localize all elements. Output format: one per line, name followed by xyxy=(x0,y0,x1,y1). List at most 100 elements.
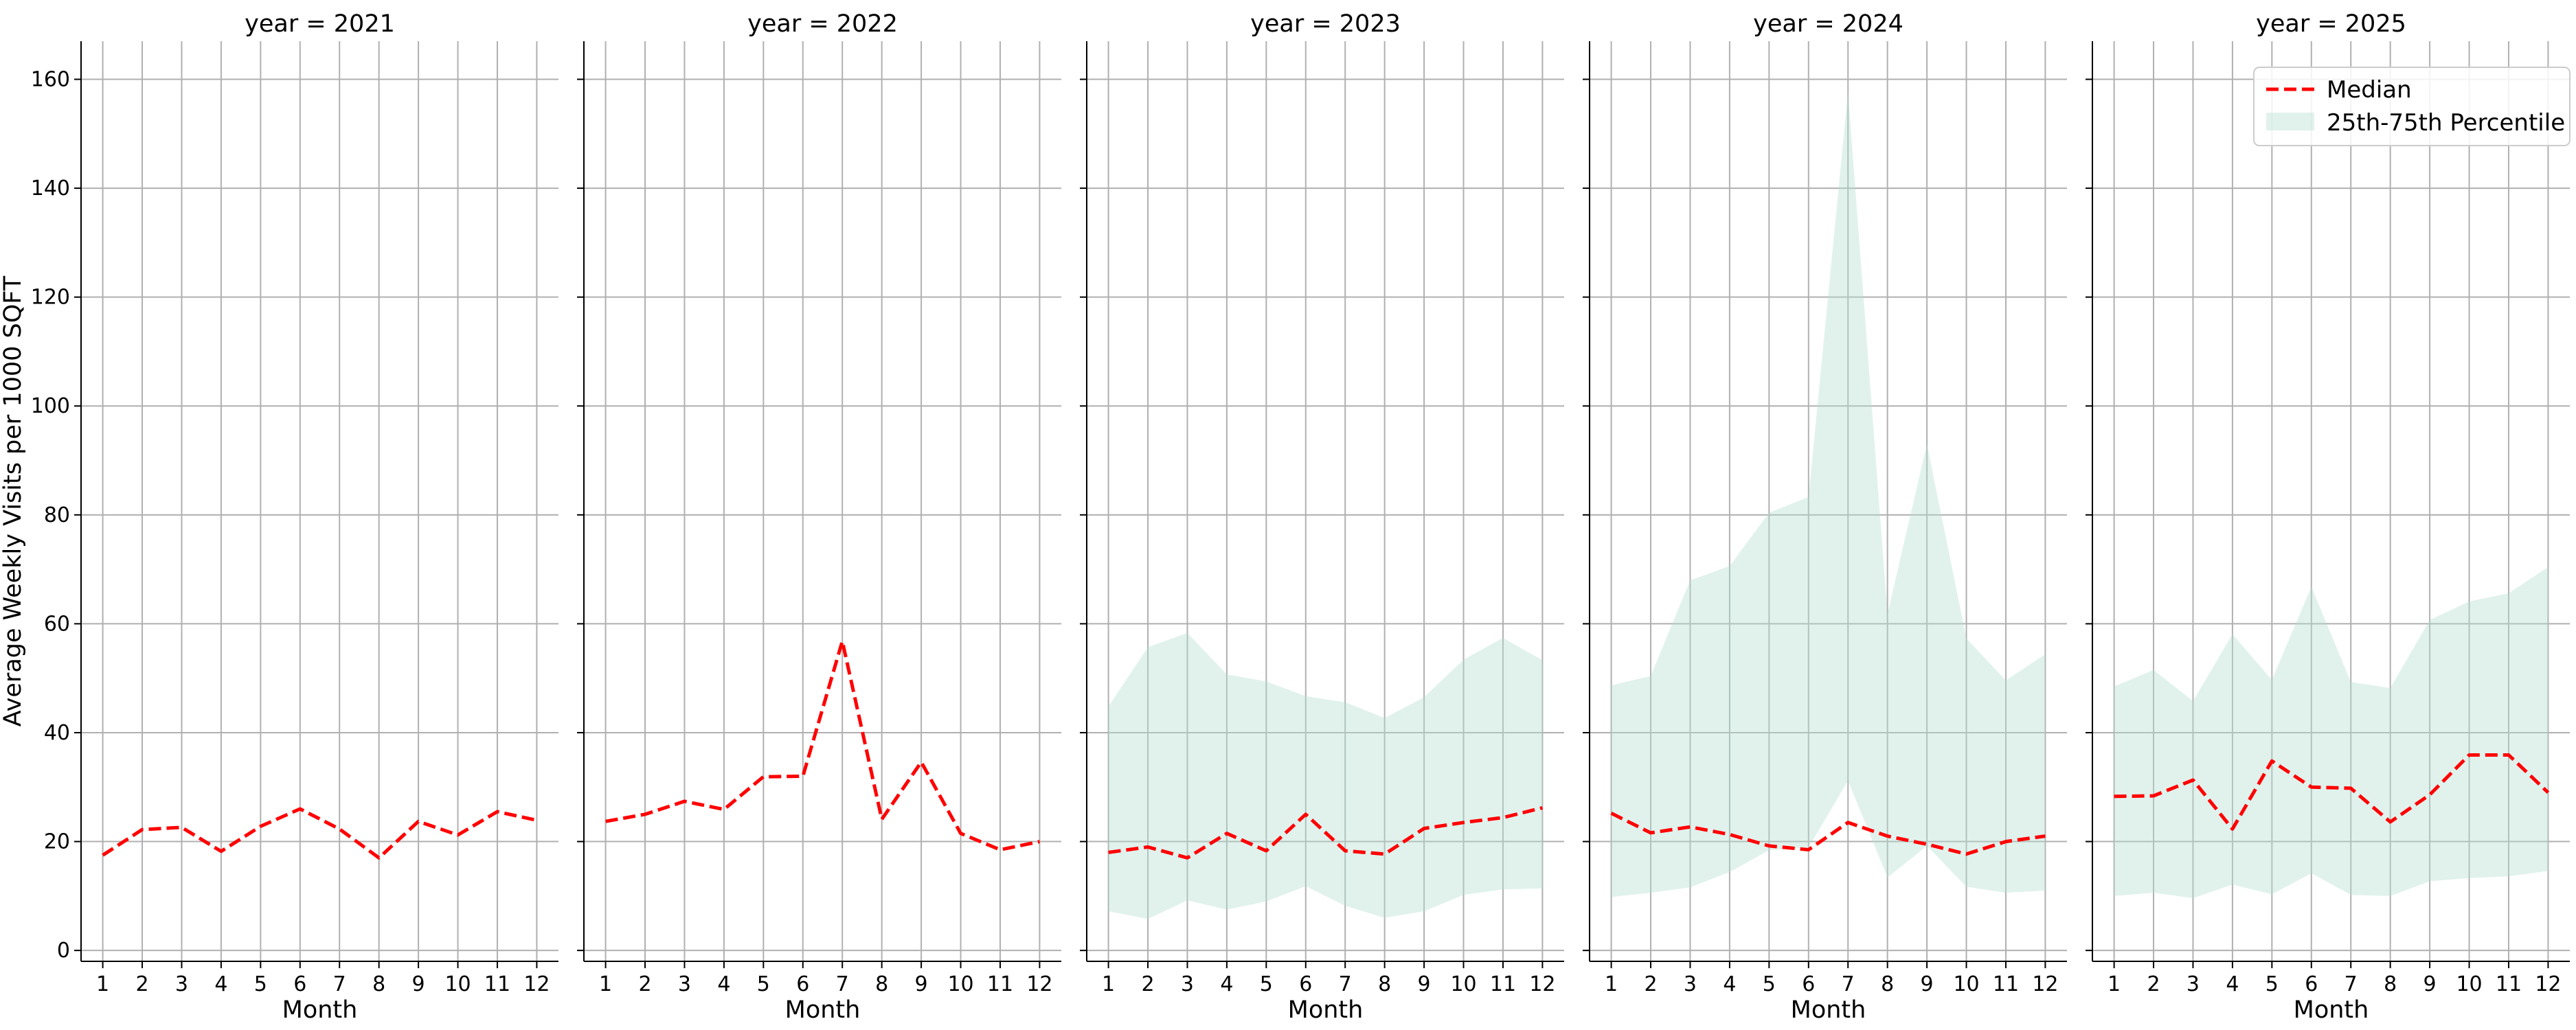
x-tick-label: 5 xyxy=(1260,972,1273,996)
x-tick-label: 9 xyxy=(1418,972,1431,996)
percentile-band xyxy=(1611,91,2046,897)
x-tick-label: 7 xyxy=(1339,972,1352,996)
x-tick-label: 5 xyxy=(2266,972,2279,996)
x-axis-label: Month xyxy=(1791,996,1866,1024)
x-tick-label: 1 xyxy=(1102,972,1115,996)
x-tick-label: 1 xyxy=(96,972,109,996)
x-tick-label: 8 xyxy=(2384,972,2397,996)
x-tick-label: 7 xyxy=(2345,972,2358,996)
y-axis-label: Average Weekly Visits per 1000 SQFT xyxy=(0,275,27,726)
x-tick-label: 4 xyxy=(214,972,227,996)
x-tick-label: 7 xyxy=(333,972,346,996)
x-tick-label: 9 xyxy=(412,972,425,996)
x-axis-label: Month xyxy=(785,996,861,1024)
x-tick-label: 3 xyxy=(175,972,188,996)
x-tick-label: 1 xyxy=(2108,972,2121,996)
x-tick-label: 2 xyxy=(638,972,651,996)
x-tick-label: 4 xyxy=(1220,972,1233,996)
x-tick-label: 3 xyxy=(678,972,691,996)
x-tick-label: 5 xyxy=(1763,972,1776,996)
y-tick-label: 140 xyxy=(31,176,70,201)
x-tick-label: 1 xyxy=(599,972,612,996)
panel-title: year = 2024 xyxy=(1753,10,1903,38)
legend: Median 25th-75th Percentile xyxy=(2253,67,2571,146)
x-tick-label: 2 xyxy=(1644,972,1657,996)
x-tick-label: 6 xyxy=(2305,972,2318,996)
x-tick-label: 4 xyxy=(1723,972,1736,996)
x-tick-label: 10 xyxy=(444,972,471,996)
x-tick-label: 9 xyxy=(2424,972,2437,996)
legend-frame xyxy=(2253,67,2571,146)
x-tick-label: 3 xyxy=(1684,972,1697,996)
percentile-band xyxy=(1108,632,1543,919)
x-tick-label: 5 xyxy=(757,972,770,996)
x-tick-label: 8 xyxy=(372,972,385,996)
median-line xyxy=(1610,812,2046,856)
legend-band-swatch xyxy=(2266,113,2314,130)
x-tick-label: 6 xyxy=(1299,972,1312,996)
x-tick-label: 11 xyxy=(1993,972,2019,996)
x-tick-label: 8 xyxy=(1881,972,1894,996)
x-axis-label: Month xyxy=(2294,996,2369,1024)
y-tick-label: 160 xyxy=(31,68,70,92)
x-tick-label: 11 xyxy=(2496,972,2522,996)
x-tick-label: 12 xyxy=(523,972,550,996)
y-tick-label: 120 xyxy=(31,286,70,310)
percentile-band xyxy=(2114,566,2549,898)
median-line xyxy=(605,639,1040,851)
x-tick-label: 8 xyxy=(1378,972,1391,996)
legend-band-label: 25th-75th Percentile xyxy=(2327,109,2565,137)
y-tick-label: 40 xyxy=(44,721,70,745)
x-axis-label: Month xyxy=(282,996,358,1024)
x-tick-label: 12 xyxy=(1026,972,1052,996)
x-tick-label: 4 xyxy=(717,972,730,996)
x-tick-label: 7 xyxy=(1842,972,1855,996)
x-tick-label: 11 xyxy=(484,972,510,996)
x-tick-label: 2 xyxy=(135,972,148,996)
median-line xyxy=(102,807,537,860)
median-line xyxy=(2114,753,2550,831)
x-tick-label: 10 xyxy=(1953,972,1979,996)
x-tick-label: 3 xyxy=(1181,972,1194,996)
x-tick-label: 12 xyxy=(2535,972,2561,996)
x-tick-label: 6 xyxy=(796,972,809,996)
x-tick-label: 3 xyxy=(2187,972,2200,996)
y-tick-label: 60 xyxy=(44,612,70,636)
x-tick-label: 9 xyxy=(915,972,928,996)
x-tick-label: 9 xyxy=(1921,972,1934,996)
y-tick-label: 20 xyxy=(44,830,70,854)
x-tick-label: 1 xyxy=(1605,972,1618,996)
panel-title: year = 2022 xyxy=(747,10,898,38)
panel-title: year = 2021 xyxy=(245,10,395,38)
x-tick-label: 6 xyxy=(293,972,306,996)
x-tick-label: 11 xyxy=(987,972,1013,996)
x-tick-label: 4 xyxy=(2226,972,2239,996)
x-tick-label: 7 xyxy=(836,972,849,996)
x-tick-label: 12 xyxy=(2032,972,2058,996)
x-tick-label: 8 xyxy=(875,972,888,996)
x-tick-label: 12 xyxy=(1529,972,1555,996)
x-tick-label: 11 xyxy=(1490,972,1516,996)
y-tick-label: 100 xyxy=(31,394,70,418)
panel-title: year = 2025 xyxy=(2256,10,2406,38)
x-tick-label: 10 xyxy=(947,972,973,996)
legend-median-label: Median xyxy=(2327,76,2412,104)
panel-title: year = 2023 xyxy=(1250,10,1401,38)
x-tick-label: 2 xyxy=(1141,972,1154,996)
x-tick-label: 6 xyxy=(1802,972,1815,996)
x-tick-label: 2 xyxy=(2147,972,2160,996)
median-line xyxy=(1108,805,1544,860)
x-tick-label: 10 xyxy=(1450,972,1476,996)
y-tick-label: 80 xyxy=(44,503,70,527)
x-tick-label: 5 xyxy=(254,972,267,996)
y-tick-label: 0 xyxy=(57,939,70,963)
x-tick-label: 10 xyxy=(2456,972,2482,996)
x-axis-label: Month xyxy=(1288,996,1364,1024)
